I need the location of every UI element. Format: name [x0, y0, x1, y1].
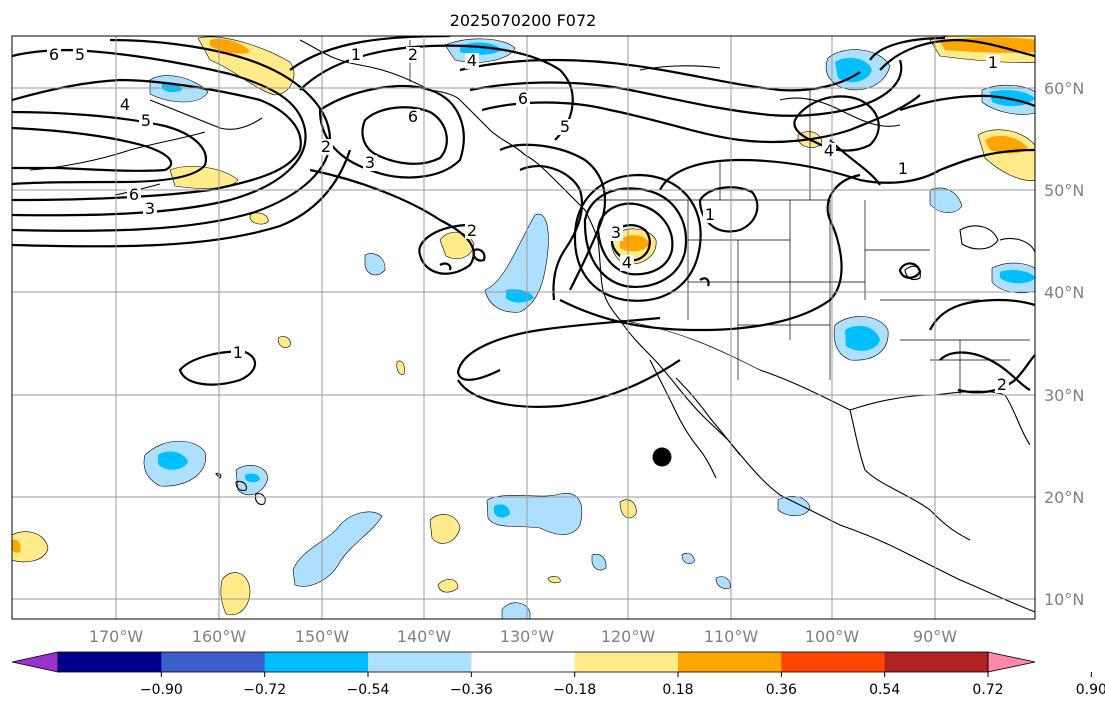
contour-label-bg	[143, 201, 157, 217]
lon-label: 110°W	[704, 627, 759, 646]
contour-label: 4	[120, 95, 130, 114]
contour-label: 4	[824, 141, 834, 160]
contour-label-bg	[319, 139, 333, 155]
colorbar-segment	[884, 652, 989, 672]
contour-label: 1	[351, 45, 361, 64]
lon-label: 100°W	[805, 627, 860, 646]
lat-label: 20°N	[1044, 488, 1084, 507]
lat-label: 40°N	[1044, 283, 1084, 302]
colorbar-tick-label: 0.18	[662, 682, 693, 698]
lon-label: 140°W	[397, 627, 452, 646]
contour-label: 1	[705, 205, 715, 224]
lon-label: 120°W	[601, 627, 656, 646]
contour-label: 3	[145, 199, 155, 218]
colorbar-segment	[161, 652, 266, 672]
colorbar-tick-label: −0.54	[347, 682, 390, 698]
colorbar-segment	[264, 652, 369, 672]
contour-label: 2	[467, 221, 477, 240]
lon-label: 150°W	[295, 627, 350, 646]
contour-label-bg	[465, 53, 479, 69]
colorbar-min-arrow	[11, 651, 59, 673]
colorbar-tick-label: 0.36	[766, 682, 797, 698]
colorbar-segment	[471, 652, 576, 672]
contour-label-bg	[465, 223, 479, 239]
contour-label-bg	[995, 377, 1009, 393]
contour-label-bg	[349, 47, 363, 63]
contour-label: 2	[997, 375, 1007, 394]
longitude-labels: 170°W 160°W 150°W 140°W 130°W 120°W 110°…	[89, 627, 957, 646]
contour-label-bg	[363, 155, 377, 171]
contour-label-bg	[47, 47, 61, 63]
contour-label-bg	[516, 91, 530, 107]
contour-label: 5	[141, 111, 151, 130]
contour-label-bg	[127, 187, 141, 203]
anomaly-shading	[12, 36, 1035, 619]
contour-label: 2	[321, 137, 331, 156]
colorbar-tick-label: −0.36	[450, 682, 493, 698]
colorbar-tick-label: 0.72	[972, 682, 1003, 698]
contour-label: 1	[898, 159, 908, 178]
lat-label: 30°N	[1044, 386, 1084, 405]
lon-label: 160°W	[192, 627, 247, 646]
colorbar-tick-label: 0.54	[869, 682, 900, 698]
latitude-labels: 60°N 50°N 40°N 30°N 20°N 10°N	[1044, 79, 1084, 609]
contour-label-bg	[118, 97, 132, 113]
contour-label-bg	[406, 47, 420, 63]
colorbar-max-arrow	[987, 651, 1036, 673]
contour-label-bg	[231, 345, 245, 361]
graticule	[12, 36, 1035, 619]
contour-label: 3	[611, 223, 621, 242]
colorbar: −0.90 −0.72 −0.54 −0.36 −0.18 0.18 0.36 0.54 0.7…	[11, 651, 1105, 698]
colorbar-tick-label: −0.90	[140, 682, 183, 698]
colorbar-tick-label: −0.18	[553, 682, 596, 698]
colorbar-tick-label: 0.90	[1076, 682, 1105, 698]
contour-label: 1	[233, 343, 243, 362]
political-borders	[409, 40, 1030, 395]
lat-label: 10°N	[1044, 590, 1084, 609]
contour-label-bg	[139, 113, 153, 129]
lon-label: 90°W	[913, 627, 957, 646]
contour-label: 1	[988, 53, 998, 72]
contour-label: 6	[129, 185, 139, 204]
colorbar-outline	[57, 651, 989, 673]
colorbar-segment	[678, 652, 782, 672]
contour-label-bg	[986, 55, 1000, 71]
contour-label: 5	[75, 45, 85, 64]
contour-label: 3	[365, 153, 375, 172]
contour-label-bg	[703, 207, 717, 223]
station-dot	[652, 447, 672, 467]
contour-label-bg	[73, 47, 87, 63]
colorbar-segment	[574, 652, 679, 672]
contour-label-bg	[406, 109, 420, 125]
colorbar-segment	[368, 652, 472, 672]
contour-label: 6	[49, 45, 59, 64]
contour-label: 6	[518, 89, 528, 108]
colorbar-segment	[58, 652, 162, 672]
contour-label-bg	[558, 119, 572, 135]
map-title: 2025070200 F072	[450, 11, 597, 30]
contour-label-bg	[896, 161, 910, 177]
lat-label: 50°N	[1044, 181, 1084, 200]
map-frame	[11, 35, 1036, 620]
contour-label-bg	[822, 143, 836, 159]
lat-label: 60°N	[1044, 79, 1084, 98]
contour-label: 2	[408, 45, 418, 64]
contour-label-bg	[609, 225, 623, 241]
contour-label-bg	[620, 255, 634, 271]
contour-label: 5	[560, 117, 570, 136]
contour-label: 4	[622, 253, 632, 272]
colorbar-segment	[781, 652, 886, 672]
contour-label: 6	[408, 107, 418, 126]
colorbar-tick-label: −0.72	[243, 682, 286, 698]
contour-label: 4	[467, 51, 477, 70]
lon-label: 170°W	[89, 627, 144, 646]
lon-label: 130°W	[500, 627, 555, 646]
